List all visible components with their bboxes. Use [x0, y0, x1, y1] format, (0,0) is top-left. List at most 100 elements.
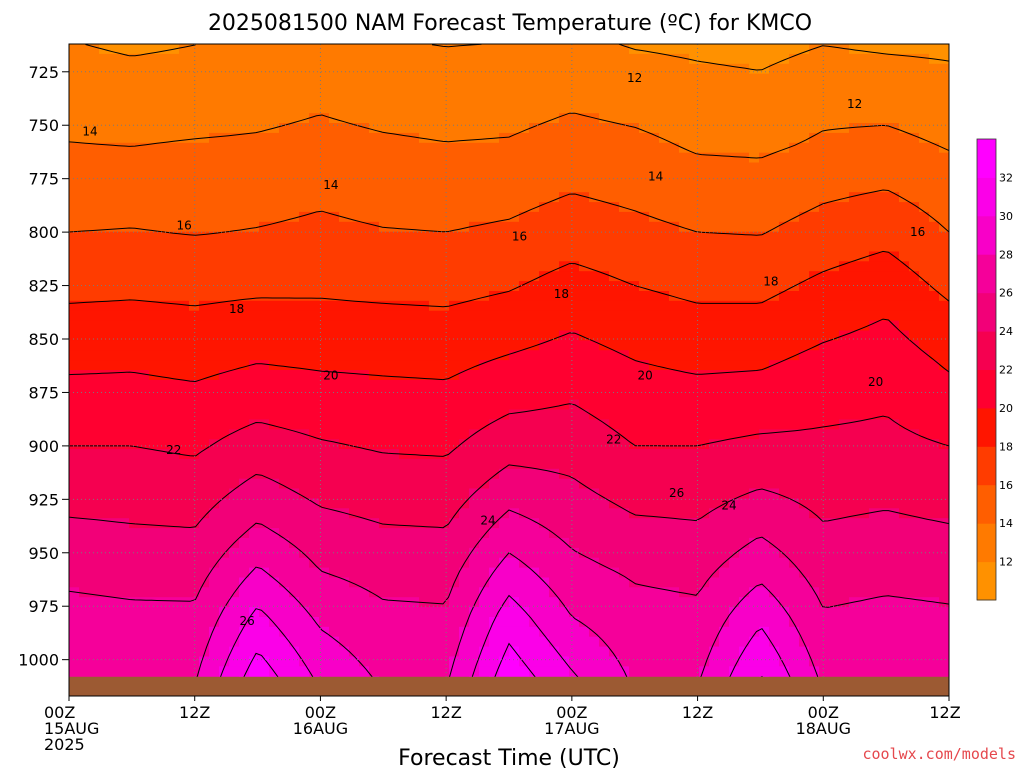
- temperature-cell: [639, 439, 650, 450]
- temperature-cell: [689, 636, 700, 648]
- temperature-cell: [809, 192, 820, 203]
- temperature-cell: [129, 370, 140, 381]
- temperature-cell: [109, 439, 120, 450]
- temperature-cell: [799, 300, 810, 312]
- temperature-cell: [569, 53, 580, 65]
- temperature-cell: [79, 83, 90, 94]
- temperature-cell: [379, 63, 390, 75]
- temperature-cell: [559, 370, 570, 381]
- temperature-cell: [209, 518, 220, 529]
- temperature-cell: [179, 379, 190, 391]
- temperature-cell: [549, 271, 560, 282]
- temperature-cell: [229, 419, 240, 430]
- temperature-cell: [89, 577, 100, 588]
- temperature-cell: [559, 557, 570, 569]
- temperature-cell: [529, 547, 540, 559]
- temperature-cell: [539, 508, 550, 519]
- temperature-cell: [779, 211, 790, 223]
- temperature-cell: [79, 399, 90, 411]
- temperature-cell: [629, 221, 640, 233]
- temperature-cell: [269, 53, 280, 65]
- temperature-cell: [689, 300, 700, 312]
- temperature-cell: [329, 577, 340, 588]
- temperature-cell: [309, 379, 320, 391]
- temperature-cell: [799, 646, 810, 658]
- temperature-cell: [719, 142, 730, 154]
- temperature-cell: [499, 291, 510, 302]
- temperature-cell: [319, 340, 330, 351]
- temperature-cell: [789, 508, 800, 519]
- temperature-cell: [209, 617, 220, 628]
- temperature-cell: [769, 626, 780, 638]
- temperature-cell: [69, 498, 80, 509]
- temperature-cell: [619, 528, 630, 539]
- temperature-cell: [499, 192, 510, 203]
- temperature-cell: [749, 211, 760, 223]
- temperature-cell: [799, 488, 810, 499]
- temperature-cell: [789, 547, 800, 559]
- temperature-cell: [579, 370, 590, 381]
- temperature-cell: [649, 192, 660, 203]
- temperature-cell: [759, 429, 770, 440]
- temperature-cell: [759, 172, 770, 183]
- temperature-cell: [419, 617, 430, 628]
- temperature-cell: [249, 271, 260, 282]
- temperature-cell: [469, 360, 480, 371]
- temperature-cell: [319, 379, 330, 391]
- temperature-cell: [749, 389, 760, 401]
- temperature-cell: [359, 281, 370, 292]
- temperature-cell: [619, 152, 630, 164]
- temperature-cell: [639, 646, 650, 658]
- temperature-cell: [439, 162, 450, 173]
- temperature-cell: [559, 379, 570, 391]
- temperature-cell: [419, 360, 430, 371]
- temperature-cell: [809, 63, 820, 75]
- temperature-cell: [799, 518, 810, 529]
- temperature-cell: [549, 182, 560, 193]
- temperature-cell: [399, 300, 410, 312]
- temperature-cell: [159, 379, 170, 391]
- temperature-cell: [619, 389, 630, 401]
- temperature-cell: [729, 241, 740, 253]
- temperature-cell: [129, 597, 140, 608]
- temperature-cell: [809, 547, 820, 559]
- temperature-cell: [509, 142, 520, 154]
- temperature-cell: [609, 350, 620, 361]
- temperature-cell: [549, 53, 560, 65]
- temperature-cell: [629, 458, 640, 470]
- temperature-cell: [159, 261, 170, 272]
- temperature-cell: [149, 93, 160, 104]
- temperature-cell: [719, 291, 730, 302]
- temperature-cell: [509, 261, 520, 272]
- temperature-cell: [139, 666, 150, 677]
- temperature-cell: [449, 340, 460, 351]
- temperature-cell: [709, 439, 720, 450]
- temperature-cell: [189, 330, 200, 341]
- temperature-cell: [339, 162, 350, 173]
- temperature-cell: [69, 251, 80, 262]
- temperature-cell: [349, 73, 360, 85]
- temperature-cell: [139, 617, 150, 628]
- temperature-cell: [329, 518, 340, 529]
- temperature-cell: [489, 508, 500, 519]
- temperature-cell: [489, 449, 500, 460]
- temperature-cell: [689, 132, 700, 144]
- temperature-cell: [639, 370, 650, 381]
- temperature-cell: [229, 63, 240, 75]
- temperature-cell: [609, 182, 620, 193]
- temperature-cell: [229, 320, 240, 332]
- temperature-cell: [349, 202, 360, 213]
- temperature-cell: [189, 221, 200, 233]
- temperature-cell: [229, 617, 240, 628]
- temperature-cell: [779, 370, 790, 381]
- temperature-cell: [629, 617, 640, 628]
- temperature-cell: [609, 409, 620, 420]
- temperature-cell: [419, 370, 430, 381]
- temperature-cell: [259, 83, 270, 94]
- temperature-cell: [499, 636, 510, 648]
- temperature-cell: [699, 518, 710, 529]
- temperature-cell: [309, 508, 320, 519]
- temperature-cell: [789, 142, 800, 154]
- temperature-cell: [489, 310, 500, 322]
- temperature-cell: [809, 449, 820, 460]
